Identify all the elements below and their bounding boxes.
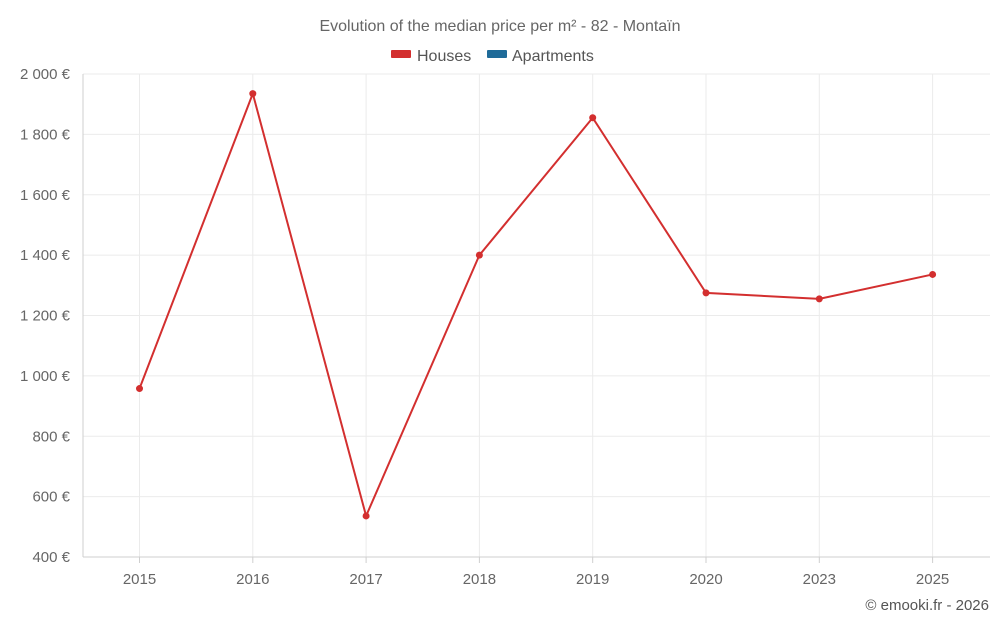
legend-label-apartments: Apartments — [512, 48, 594, 65]
y-tick-label: 1 400 € — [20, 247, 71, 264]
data-point[interactable] — [475, 251, 483, 259]
series-line-houses — [138, 90, 933, 519]
y-tick-label: 1 800 € — [20, 126, 71, 143]
x-axis-ticks: 2015 2016 2017 2018 2019 2020 2023 2025 — [123, 571, 949, 588]
y-tick-label: 600 € — [32, 489, 70, 506]
data-point[interactable] — [929, 270, 937, 278]
x-tick-label: 2018 — [463, 571, 496, 588]
y-tick-label: 800 € — [32, 428, 70, 445]
x-tick-label: 2023 — [803, 571, 836, 588]
legend-label-houses: Houses — [417, 48, 471, 65]
y-tick-label: 1 600 € — [20, 187, 71, 204]
series — [136, 90, 937, 520]
legend: Houses Apartments — [391, 48, 594, 65]
x-tick-label: 2017 — [349, 571, 382, 588]
data-point[interactable] — [136, 385, 143, 393]
y-tick-label: 1 000 € — [20, 368, 71, 385]
grid — [83, 73, 990, 558]
credit-text: © emooki.fr - 2026 — [865, 597, 989, 614]
axes — [82, 74, 990, 563]
y-tick-label: 1 200 € — [20, 308, 71, 325]
chart-title: Evolution of the median price per m² - 8… — [319, 18, 680, 35]
y-axis-ticks: 400 € 600 € 800 € 1 000 € 1 200 € 1 400 € 1 60… — [20, 66, 71, 566]
data-point[interactable] — [249, 90, 257, 98]
x-tick-label: 2025 — [916, 571, 949, 588]
data-point[interactable] — [815, 295, 823, 303]
legend-item-apartments[interactable]: Apartments — [487, 48, 594, 65]
data-point[interactable] — [589, 114, 597, 122]
x-tick-label: 2019 — [576, 571, 609, 588]
data-point[interactable] — [702, 289, 710, 297]
data-point[interactable] — [362, 512, 370, 520]
x-tick-label: 2016 — [236, 571, 269, 588]
legend-item-houses[interactable]: Houses — [391, 48, 471, 65]
x-tick-label: 2020 — [689, 571, 722, 588]
y-tick-label: 400 € — [32, 549, 70, 566]
legend-swatch-houses — [391, 50, 411, 58]
x-tick-label: 2015 — [123, 571, 156, 588]
y-tick-label: 2 000 € — [20, 66, 71, 83]
legend-swatch-apartments — [487, 50, 507, 58]
